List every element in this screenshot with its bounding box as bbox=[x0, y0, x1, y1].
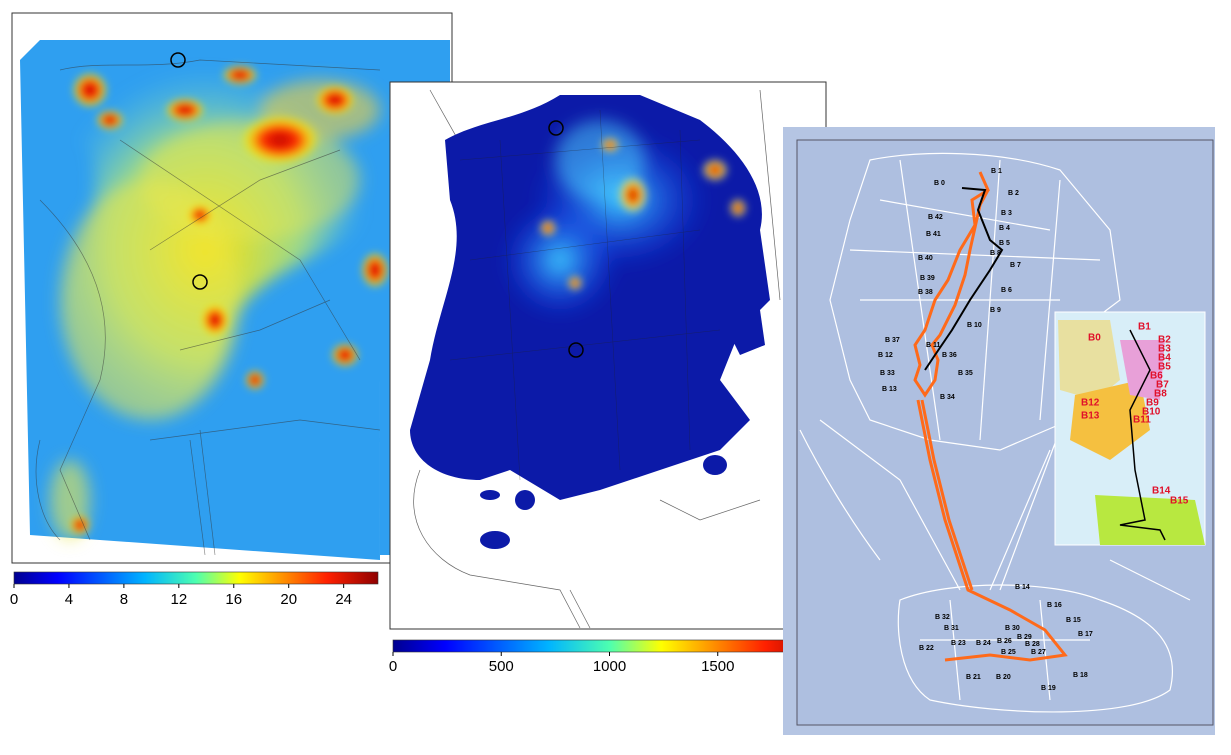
inset-stop-label: B11 bbox=[1133, 415, 1151, 426]
stop-label: B 18 bbox=[1073, 672, 1088, 679]
stop-label: B 14 bbox=[1015, 584, 1030, 591]
inset-stop-label: B10 bbox=[1142, 407, 1161, 418]
route-orange bbox=[916, 399, 1068, 662]
stop-label: B 9 bbox=[990, 307, 1001, 314]
inset-stop-label: B0 bbox=[1088, 333, 1101, 344]
inset-stop-label: B7 bbox=[1156, 380, 1169, 391]
stop-label: B 25 bbox=[1001, 649, 1016, 656]
inset-route bbox=[1119, 329, 1166, 541]
route-orange bbox=[920, 399, 974, 591]
colorbar-tick-label: 16 bbox=[225, 591, 242, 608]
stop-label: B 24 bbox=[976, 640, 991, 647]
stop-label: B 12 bbox=[878, 352, 893, 359]
marker-circle bbox=[548, 120, 564, 136]
density-spots bbox=[539, 137, 747, 291]
inset-stop-label: B6 bbox=[1150, 371, 1163, 382]
colorbar-tick-label: 1500 bbox=[701, 658, 734, 675]
stop-label: B 7 bbox=[1010, 262, 1021, 269]
stop-label: B 10 bbox=[967, 322, 982, 329]
stop-label: B 31 bbox=[944, 625, 959, 632]
middle-map: 0 500 1000 1500 bbox=[389, 81, 827, 675]
colorbar-tick-label: 4 bbox=[65, 591, 73, 608]
stop-label: B 23 bbox=[951, 640, 966, 647]
stop-label: B 29 bbox=[1017, 634, 1032, 641]
colorbar-tick-label: 12 bbox=[170, 591, 187, 608]
stop-label: B 11 bbox=[926, 342, 941, 349]
stop-label: B 28 bbox=[1025, 641, 1040, 648]
marker-circle bbox=[170, 52, 186, 68]
inset-district bbox=[1070, 380, 1150, 460]
colorbar-tick-label: 24 bbox=[335, 591, 352, 608]
stop-label: B 15 bbox=[1066, 617, 1081, 624]
colorbar-tick-label: 500 bbox=[489, 658, 514, 675]
stop-label: B 26 bbox=[997, 638, 1012, 645]
colorbar-tick-label: 1000 bbox=[593, 658, 626, 675]
stop-label: B 20 bbox=[996, 674, 1011, 681]
inset-district bbox=[1058, 320, 1120, 400]
stop-label: B 3 bbox=[1001, 210, 1012, 217]
inset-district bbox=[1120, 340, 1165, 400]
stop-label: B 6 bbox=[1001, 287, 1012, 294]
inset-stop-label: B1 bbox=[1138, 322, 1151, 333]
inset-stop-label: B4 bbox=[1158, 353, 1171, 364]
stop-label: B 37 bbox=[885, 337, 900, 344]
colorbar bbox=[392, 639, 827, 653]
inset-stop-label: B12 bbox=[1081, 398, 1100, 409]
stop-label: B 22 bbox=[919, 645, 934, 652]
colorbar-ticks: 0 4 8 12 16 20 24 bbox=[10, 584, 352, 608]
stop-label: B 36 bbox=[942, 352, 957, 359]
stop-label: B 39 bbox=[920, 275, 935, 282]
inset-stop-label: B5 bbox=[1158, 362, 1171, 373]
stop-label: B 5 bbox=[999, 240, 1010, 247]
inset-stop-label: B13 bbox=[1081, 411, 1100, 422]
stop-label: B 30 bbox=[1005, 625, 1020, 632]
inset-stop-label: B15 bbox=[1170, 496, 1189, 507]
inset-stop-label: B3 bbox=[1158, 344, 1171, 355]
stop-label: B 32 bbox=[935, 614, 950, 621]
stop-label: B 17 bbox=[1078, 631, 1093, 638]
stop-label: B 41 bbox=[926, 231, 941, 238]
inset-stop-label: B8 bbox=[1154, 389, 1167, 400]
colorbar-tick-label: 8 bbox=[120, 591, 128, 608]
stop-label: B 38 bbox=[918, 289, 933, 296]
hot-spots bbox=[70, 65, 389, 535]
density-islands bbox=[480, 455, 727, 549]
route-map: B 0 B 1 B 2 B 42 B 3 B 41 B 4 B 5 B 40 B 8 B 7 B 39… bbox=[783, 127, 1215, 735]
stop-label: B 8 bbox=[990, 250, 1001, 257]
inset-district bbox=[1095, 495, 1205, 545]
colorbar-tick-label: 20 bbox=[280, 591, 297, 608]
density-field bbox=[720, 310, 765, 355]
stop-label: B 42 bbox=[928, 214, 943, 221]
route-labels: B 0 B 1 B 2 B 42 B 3 B 41 B 4 B 5 B 40 B 8 B 7 B 39… bbox=[878, 168, 1189, 692]
left-map: 0 4 8 12 16 20 24 bbox=[10, 12, 453, 608]
marker-circle bbox=[568, 342, 584, 358]
streets bbox=[35, 59, 381, 556]
stop-label: B 4 bbox=[999, 225, 1010, 232]
stop-label: B 13 bbox=[882, 386, 897, 393]
inset-stop-label: B9 bbox=[1146, 398, 1159, 409]
colorbar-tick-label: 0 bbox=[10, 591, 18, 608]
colorbar-ticks: 0 500 1000 1500 bbox=[389, 652, 734, 675]
stop-label: B 19 bbox=[1041, 685, 1056, 692]
inset-stop-label: B14 bbox=[1152, 486, 1171, 497]
stop-label: B 1 bbox=[991, 168, 1002, 175]
stop-label: B 2 bbox=[1008, 190, 1019, 197]
streets bbox=[449, 109, 721, 481]
inset-stop-label: B2 bbox=[1158, 335, 1171, 346]
stop-label: B 16 bbox=[1047, 602, 1062, 609]
colorbar-tick-label: 0 bbox=[389, 658, 397, 675]
stop-label: B 33 bbox=[880, 370, 895, 377]
stop-label: B 40 bbox=[918, 255, 933, 262]
route-black bbox=[924, 187, 1004, 371]
stop-label: B 35 bbox=[958, 370, 973, 377]
streets bbox=[799, 152, 1191, 713]
stop-label: B 0 bbox=[934, 180, 945, 187]
route-orange bbox=[913, 171, 990, 398]
stop-label: B 27 bbox=[1031, 649, 1046, 656]
stop-label: B 21 bbox=[966, 674, 981, 681]
marker-circle bbox=[192, 274, 208, 290]
stop-label: B 34 bbox=[940, 394, 955, 401]
colorbar bbox=[13, 571, 379, 585]
